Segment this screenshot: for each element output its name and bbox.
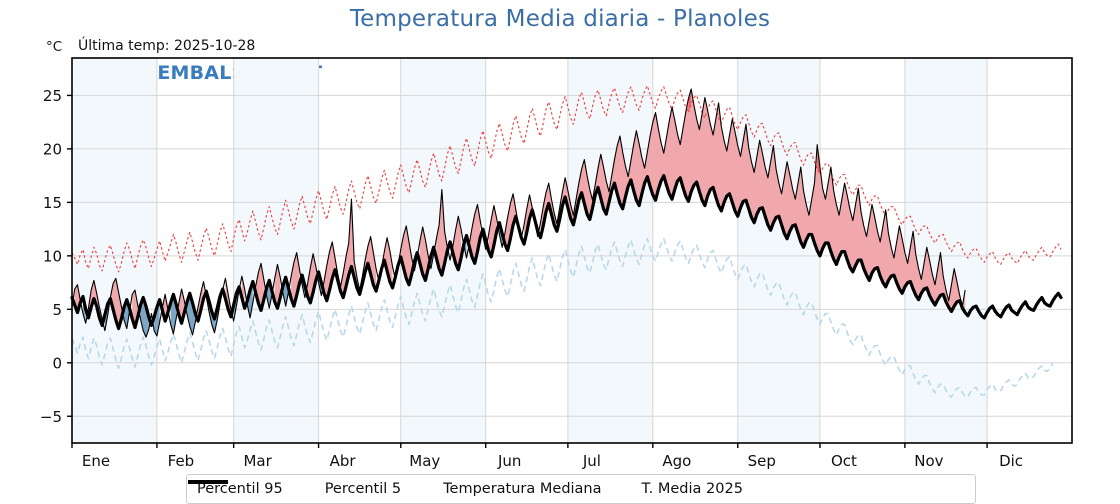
plot-frame (71, 57, 1073, 444)
month-band (72, 58, 157, 443)
series-percentil-5 (71, 237, 1054, 398)
legend-item-t-media-2025: T. Media 2025 (188, 481, 743, 497)
legend-item-temperatura-mediana: Temperatura Mediana (188, 480, 602, 497)
last-temp-subtitle: Última temp: 2025-10-28 (78, 38, 256, 54)
warm-anomaly-fill (307, 253, 316, 303)
x-tick-label: Oct (831, 452, 857, 470)
x-tick-label: Abr (330, 452, 357, 470)
y-tick-label: 20 (43, 140, 62, 158)
series-temperatura-mediana (70, 174, 1063, 331)
gridlines (71, 58, 1072, 443)
warm-anomaly-fill (110, 278, 122, 329)
month-band (737, 58, 820, 443)
cold-anomaly-fill (187, 293, 196, 335)
legend-label-temperatura-mediana: Temperatura Mediana (443, 481, 602, 497)
legend-item-percentil-5: Percentil 5 (188, 481, 402, 497)
y-tick-label: 10 (43, 247, 62, 265)
tick-labels: −5 0 5 10 15 20 25 Ene Feb Mar Abr May Jun Jul Ago Sep O… (40, 87, 1023, 470)
x-tick-label: May (409, 452, 440, 470)
x-tick-label: Feb (168, 452, 195, 470)
y-tick-label: 15 (43, 194, 62, 212)
y-tick-label: 5 (52, 301, 62, 319)
x-tick-label: Jul (582, 452, 601, 470)
legend-label-t-media-2025: T. Media 2025 (641, 481, 743, 497)
axes (67, 57, 1073, 448)
t-media-2025-swatch (188, 481, 228, 483)
month-band (567, 58, 653, 443)
x-tick-label: Ene (82, 452, 110, 470)
x-tick-label: Mar (243, 452, 272, 470)
cold-anomaly-fill (206, 289, 223, 333)
warm-anomaly-fill (488, 205, 497, 257)
x-tick-label: Ago (662, 452, 691, 470)
legend-label-percentil-95: Percentil 95 (197, 481, 283, 497)
month-band (233, 58, 319, 443)
y-tick-label: 25 (43, 87, 62, 105)
x-tick-label: Nov (914, 452, 943, 470)
y-tick-label: −5 (40, 408, 62, 426)
data-series (70, 85, 1063, 398)
legend-label-percentil-5: Percentil 5 (324, 481, 402, 497)
warm-anomaly-fill (400, 225, 412, 285)
chart-legend: Percentil 95 Percentil 5 Temperatura Med… (186, 474, 976, 504)
x-tick-label: Sep (748, 452, 776, 470)
chart-title: Temperatura Media diaria - Planoles (349, 6, 771, 32)
warm-anomaly-fill (540, 89, 966, 313)
warm-anomaly-fill (436, 189, 448, 276)
x-tick-label: Jun (497, 452, 521, 470)
warm-anomaly-fill (688, 89, 692, 113)
x-tick-label: Dic (999, 452, 1023, 470)
y-tick-label: 0 (52, 354, 62, 372)
y-axis-unit-label: °C (46, 39, 63, 55)
month-band (904, 58, 988, 443)
